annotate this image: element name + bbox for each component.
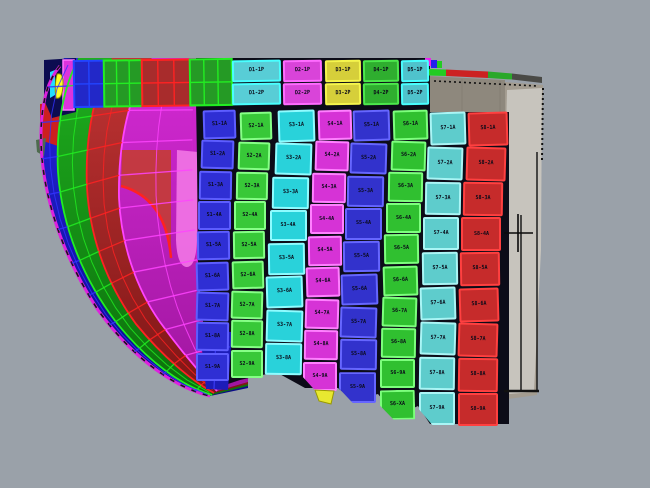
shell-longitudinal-seam <box>71 62 210 393</box>
corner-blob-blue <box>431 60 437 68</box>
hull-plate[interactable]: S4-4A <box>309 204 344 235</box>
plate-label: S6-9A <box>390 369 406 377</box>
transom-edge-dashes <box>541 87 544 161</box>
plate-label: S6-4A <box>396 214 412 221</box>
plate-label: S2-4A <box>242 211 258 219</box>
plate-label: S3-4A <box>280 221 296 229</box>
transom-lines <box>433 80 544 393</box>
seam-red-magenta <box>118 59 218 392</box>
shell-longitudinal-seam <box>49 64 208 395</box>
hull-plate[interactable]: S6-9A <box>380 358 416 389</box>
plate-label: S5-9A <box>349 383 366 391</box>
deck-panel-gridlines <box>142 59 191 106</box>
shell-edge-magenta <box>39 65 211 398</box>
hull-plate[interactable]: S4-9A <box>303 361 337 392</box>
red-bilge-plate <box>121 150 171 256</box>
hull-plate[interactable]: S1-9A <box>196 352 229 382</box>
hull-plate[interactable]: S2-9A <box>231 350 263 379</box>
hull-plate[interactable]: S8-4A <box>461 217 502 251</box>
magenta-inner-plate <box>176 150 198 268</box>
plate-label: S8-9A <box>470 405 486 413</box>
plate-label: S2-9A <box>239 360 255 368</box>
deck-edge-strip <box>425 58 542 83</box>
corner-blob-green <box>437 61 442 68</box>
plate-label: S1-9A <box>204 363 221 370</box>
hull-plate[interactable]: S3-4A <box>269 209 307 242</box>
deck-panel-gridlines <box>104 60 143 107</box>
shell-longitudinal-seam <box>155 59 219 388</box>
hull-plate[interactable]: S1-4A <box>197 201 231 230</box>
hull-plate[interactable]: S2-4A <box>233 201 266 230</box>
deck-panel-gridlines <box>74 60 105 107</box>
shell-transverse-seam <box>196 384 202 390</box>
crosshair-cursor <box>504 214 533 252</box>
deck-panel-gridlines <box>190 59 233 106</box>
hull-plate[interactable]: S5-4A <box>344 208 382 240</box>
transom-light-strip <box>505 88 542 394</box>
plate-label: S5-4A <box>355 219 371 227</box>
seam-green-red <box>85 61 215 394</box>
red-bilge-arc <box>120 184 173 259</box>
hull-plate[interactable]: S7-4A <box>423 217 460 251</box>
hull-plate[interactable]: S8-9A <box>458 392 498 427</box>
deck-band-panels[interactable] <box>72 57 234 109</box>
seam-blue-green <box>56 63 213 396</box>
shell-longitudinal-seam <box>102 60 213 391</box>
hull-plate[interactable]: S6-4A <box>386 203 422 233</box>
plate-label: S4-9A <box>312 372 328 380</box>
plate-label: S7-4A <box>433 229 449 237</box>
plate-label: S7-9A <box>429 404 445 412</box>
plate-label: S8-4A <box>473 230 489 237</box>
transom-top-dashes <box>433 80 539 87</box>
plate-label: S1-4A <box>206 211 222 219</box>
plate-label: S4-4A <box>319 215 335 223</box>
yellow-wedge-plate[interactable] <box>314 389 335 405</box>
